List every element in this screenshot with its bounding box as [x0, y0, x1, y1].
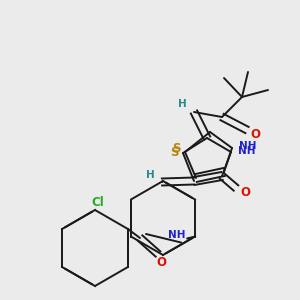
Text: Cl: Cl [92, 196, 104, 209]
Text: O: O [156, 256, 166, 268]
Text: NH: NH [239, 141, 257, 151]
Text: O: O [250, 128, 260, 140]
Text: H: H [178, 99, 186, 109]
Text: S: S [172, 142, 180, 155]
Text: O: O [240, 185, 250, 199]
Text: H: H [146, 170, 154, 180]
Text: S: S [170, 146, 178, 158]
Text: NH: NH [168, 230, 186, 239]
Text: NH: NH [238, 146, 256, 156]
